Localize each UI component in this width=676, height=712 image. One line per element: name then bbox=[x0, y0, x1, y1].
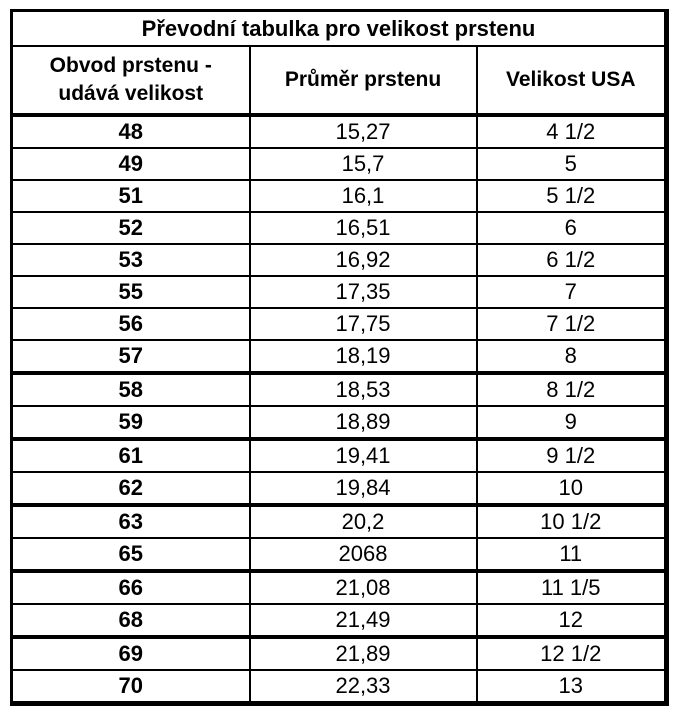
cell-usa: 10 bbox=[475, 472, 667, 505]
table-row: 48 15,27 4 1/2 bbox=[11, 115, 667, 148]
cell-obvod: 51 bbox=[118, 183, 143, 208]
cell-obvod: 59 bbox=[118, 409, 143, 434]
cell-usa: 9 1/2 bbox=[475, 439, 667, 472]
cell-obvod: 65 bbox=[118, 541, 143, 566]
table-row: 65 2068 11 bbox=[11, 538, 667, 571]
column-header-prumer-text: Průměr prstenu bbox=[284, 67, 442, 91]
cell-usa: 6 1/2 bbox=[475, 244, 667, 276]
cell-usa: 12 bbox=[475, 604, 667, 637]
cell-usa: 5 1/2 bbox=[475, 180, 667, 212]
column-header-obvod: Obvod prstenu - udává velikost bbox=[11, 46, 250, 117]
cell-obvod: 57 bbox=[118, 343, 143, 368]
table-row: 52 16,51 6 bbox=[11, 212, 667, 244]
cell-usa: 4 1/2 bbox=[475, 115, 667, 148]
cell-prumer: 18,89 bbox=[248, 406, 477, 439]
cell-obvod: 56 bbox=[118, 311, 143, 336]
cell-prumer: 16,92 bbox=[248, 244, 477, 276]
cell-usa: 11 bbox=[475, 538, 667, 571]
cell-usa: 6 bbox=[475, 212, 667, 244]
cell-usa: 8 1/2 bbox=[475, 373, 667, 406]
ring-size-conversion-table: Převodní tabulka pro velikost prstenu Ob… bbox=[10, 9, 670, 706]
table-row: 62 19,84 10 bbox=[11, 472, 667, 505]
table-row: 58 18,53 8 1/2 bbox=[11, 373, 667, 406]
cell-obvod: 63 bbox=[118, 509, 143, 534]
column-header-velikost-usa-text: Velikost USA bbox=[505, 67, 636, 91]
cell-prumer: 21,49 bbox=[248, 604, 477, 637]
column-header-obvod-line2: udává velikost bbox=[58, 82, 204, 105]
cell-obvod: 58 bbox=[118, 377, 143, 402]
cell-obvod: 70 bbox=[118, 673, 143, 698]
table-row: 70 22,33 13 bbox=[12, 670, 667, 704]
cell-obvod: 49 bbox=[118, 151, 143, 176]
cell-prumer: 2068 bbox=[248, 538, 477, 571]
table-row: 49 15,7 5 bbox=[11, 148, 667, 180]
cell-obvod: 52 bbox=[118, 215, 143, 240]
cell-prumer: 21,08 bbox=[248, 571, 477, 604]
cell-usa: 10 1/2 bbox=[475, 505, 667, 538]
table-title: Převodní tabulka pro velikost prstenu bbox=[11, 10, 667, 47]
table-header-row: Obvod prstenu - udává velikost Průměr pr… bbox=[11, 46, 667, 117]
cell-usa: 9 bbox=[475, 406, 667, 439]
cell-usa: 5 bbox=[475, 148, 667, 180]
table-row: 55 17,35 7 bbox=[11, 276, 667, 308]
cell-prumer: 16,1 bbox=[248, 180, 477, 212]
column-header-velikost-usa: Velikost USA bbox=[475, 46, 667, 117]
cell-obvod: 69 bbox=[118, 641, 143, 666]
cell-obvod: 62 bbox=[118, 475, 143, 500]
cell-obvod: 48 bbox=[118, 119, 143, 144]
column-header-obvod-line1: Obvod prstenu - bbox=[49, 53, 212, 77]
cell-prumer: 20,2 bbox=[248, 505, 477, 538]
column-header-prumer: Průměr prstenu bbox=[248, 46, 477, 117]
table-row: 57 18,19 8 bbox=[11, 340, 667, 373]
table-row: 59 18,89 9 bbox=[11, 406, 667, 439]
table-row: 51 16,1 5 1/2 bbox=[11, 180, 667, 212]
table-row: 56 17,75 7 1/2 bbox=[11, 308, 667, 340]
cell-prumer: 17,75 bbox=[248, 308, 477, 340]
cell-prumer: 16,51 bbox=[248, 212, 477, 244]
cell-usa: 8 bbox=[475, 340, 667, 373]
cell-prumer: 18,19 bbox=[248, 340, 477, 373]
cell-usa: 13 bbox=[475, 670, 667, 704]
cell-usa: 7 1/2 bbox=[475, 308, 667, 340]
cell-usa: 7 bbox=[475, 276, 667, 308]
cell-obvod: 61 bbox=[118, 443, 143, 468]
cell-prumer: 15,7 bbox=[248, 148, 477, 180]
cell-prumer: 21,89 bbox=[248, 637, 477, 670]
table-row: 66 21,08 11 1/5 bbox=[11, 571, 667, 604]
cell-prumer: 15,27 bbox=[248, 115, 477, 148]
cell-prumer: 17,35 bbox=[248, 276, 477, 308]
cell-prumer: 18,53 bbox=[248, 373, 477, 406]
cell-obvod: 66 bbox=[118, 575, 143, 600]
table-row: 68 21,49 12 bbox=[11, 604, 667, 637]
table-row: 69 21,89 12 1/2 bbox=[11, 637, 667, 670]
cell-prumer: 19,84 bbox=[248, 472, 477, 505]
table-body: 48 15,27 4 1/2 49 15,7 5 51 16,1 5 1/2 52 16,51 6 53… bbox=[11, 115, 667, 704]
cell-obvod: 53 bbox=[118, 247, 143, 272]
table-row: 63 20,2 10 1/2 bbox=[11, 505, 667, 538]
table-row: 53 16,92 6 1/2 bbox=[11, 244, 667, 276]
cell-prumer: 19,41 bbox=[248, 439, 477, 472]
cell-usa: 11 1/5 bbox=[475, 571, 667, 604]
cell-usa: 12 1/2 bbox=[475, 637, 667, 670]
table-title-text: Převodní tabulka pro velikost prstenu bbox=[141, 15, 536, 41]
cell-obvod: 55 bbox=[118, 279, 143, 304]
table-title-row: Převodní tabulka pro velikost prstenu bbox=[11, 10, 667, 47]
cell-obvod: 68 bbox=[118, 607, 143, 632]
table-row: 61 19,41 9 1/2 bbox=[11, 439, 667, 472]
cell-prumer: 22,33 bbox=[248, 670, 477, 704]
